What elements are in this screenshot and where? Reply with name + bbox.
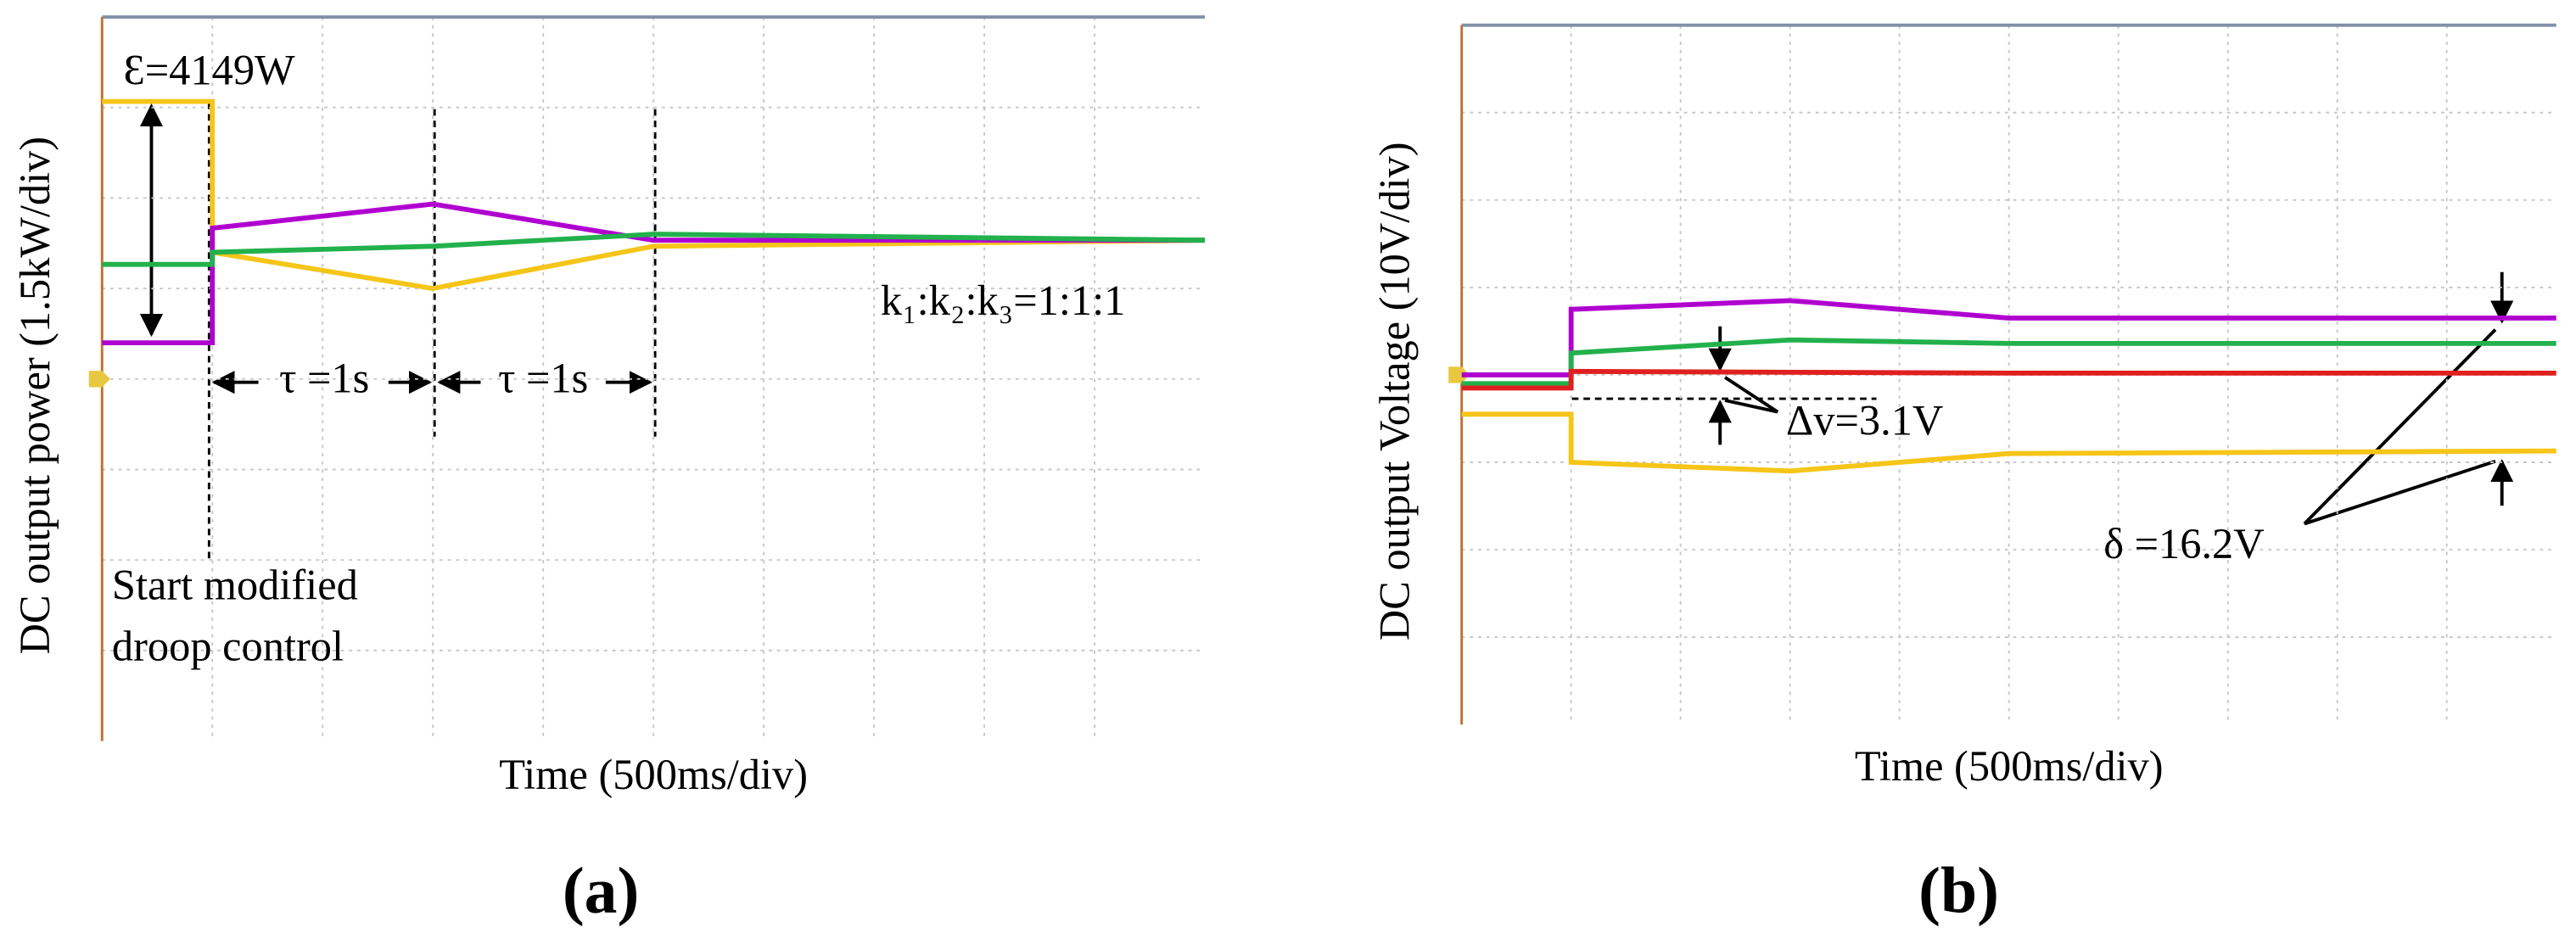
annotation-graphics-b — [1571, 271, 2514, 526]
trace — [102, 98, 1206, 292]
ground-marker — [88, 371, 110, 388]
trace — [1461, 337, 2556, 387]
annotation-graphics-a — [139, 102, 657, 561]
annotation: τ =1s — [498, 354, 588, 401]
ground-marker — [1448, 366, 1470, 383]
y-axis-label: DC output power (1.5kW/div) — [11, 137, 59, 655]
annotation: Ɛ=4149W — [123, 46, 295, 93]
annotation: Start modified — [112, 562, 358, 609]
y-axis-label: DC output Voltage (10V/div) — [1371, 142, 1419, 640]
annotation: k₁:k₂:k₃=1:1:1 — [881, 277, 1125, 324]
annotation: droop control — [112, 622, 344, 669]
trace — [1461, 411, 2556, 474]
trace — [102, 232, 1206, 267]
annotation: δ =16.2V — [2103, 520, 2264, 567]
x-axis-label: Time (500ms/div) — [1855, 742, 2164, 790]
annotation: τ =1s — [279, 354, 369, 401]
x-axis-label: Time (500ms/div) — [499, 751, 808, 798]
trace — [1461, 298, 2556, 377]
trace — [102, 201, 1206, 346]
trace — [1461, 368, 2556, 391]
annotation: Δv=3.1V — [1786, 397, 1944, 444]
panel-label: (b) — [1918, 854, 1999, 927]
panel-label: (a) — [563, 854, 639, 927]
